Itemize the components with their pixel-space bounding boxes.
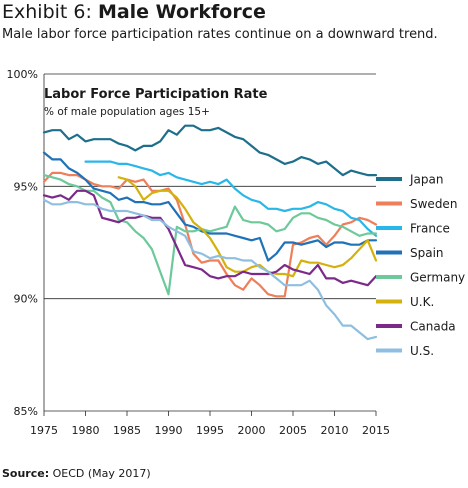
x-tick-label: 1975 <box>30 424 58 437</box>
legend-label-spain: Spain <box>410 246 444 260</box>
legend: Japan Sweden France Spain Germany U.K. Canada U… <box>376 173 465 358</box>
series-line-sweden <box>42 171 378 298</box>
legend-label-japan: Japan <box>409 173 443 187</box>
series-line-france <box>84 160 378 237</box>
y-tick-label: 85% <box>14 405 38 418</box>
x-tick-label: 1990 <box>155 424 183 437</box>
exhibit-label: Exhibit 6: <box>2 1 92 23</box>
x-axis: 1975 1980 1985 1990 1995 2000 2005 2010 2015 <box>30 411 390 437</box>
legend-label-sweden: Sweden <box>410 197 457 211</box>
x-tick-label: 2005 <box>279 424 307 437</box>
x-tick-label: 2010 <box>321 424 349 437</box>
series-lines <box>42 124 378 341</box>
exhibit-title: Male Workforce <box>97 1 266 23</box>
series-line-germany <box>42 174 378 296</box>
x-tick-label: 1995 <box>196 424 224 437</box>
x-tick-label: 2015 <box>362 424 390 437</box>
grid-lines <box>44 73 376 412</box>
y-tick-label: 95% <box>14 180 38 193</box>
y-axis: 85% 90% 95% 100% <box>7 68 45 418</box>
exhibit-heading: Exhibit 6: Male Workforce <box>2 0 266 24</box>
series-line-japan <box>42 124 378 177</box>
series-line-us <box>42 198 378 341</box>
source-text: OECD (May 2017) <box>52 467 151 480</box>
x-tick-label: 2000 <box>238 424 266 437</box>
legend-label-uk: U.K. <box>410 295 434 309</box>
page-subtitle: Male labor force participation rates con… <box>2 27 438 42</box>
source-label: Source: <box>2 467 50 480</box>
series-line-spain <box>42 151 378 262</box>
legend-label-us: U.S. <box>410 344 434 358</box>
x-tick-label: 1980 <box>72 424 100 437</box>
y-tick-label: 90% <box>14 293 38 306</box>
legend-label-germany: Germany <box>410 271 465 285</box>
chart-subtitle: % of male population ages 15+ <box>44 106 210 118</box>
legend-label-france: France <box>410 222 450 236</box>
y-tick-label: 100% <box>7 68 38 81</box>
source-note: Source: OECD (May 2017) <box>2 466 151 482</box>
legend-label-canada: Canada <box>410 320 456 334</box>
chart-title: Labor Force Participation Rate <box>44 87 268 102</box>
series-line-canada <box>42 189 378 287</box>
series-line-uk <box>117 176 378 278</box>
x-tick-label: 1985 <box>113 424 141 437</box>
